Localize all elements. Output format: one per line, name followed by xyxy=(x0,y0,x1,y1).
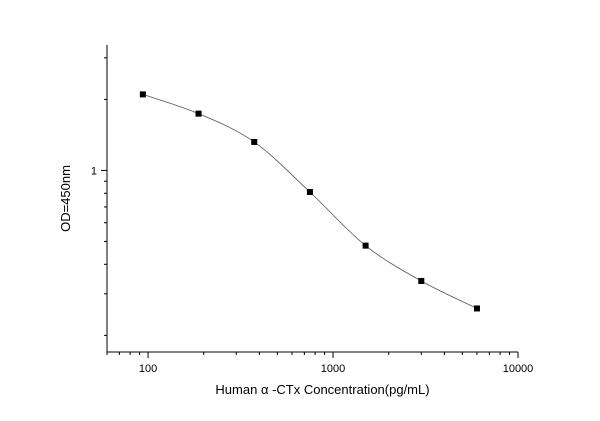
x-axis-tick-labels: 100 1000 10000 xyxy=(139,363,533,375)
data-point xyxy=(362,242,369,249)
x-axis-ticks xyxy=(106,352,519,358)
x-tick-label: 1000 xyxy=(321,363,345,375)
x-axis-title: Human α -CTx Concentration(pg/mL) xyxy=(215,382,429,397)
data-point xyxy=(195,110,202,117)
data-points xyxy=(139,91,480,312)
data-point xyxy=(473,305,480,312)
data-point xyxy=(251,138,258,145)
y-axis-tick-labels: 1 xyxy=(91,165,97,177)
data-point xyxy=(306,189,313,196)
x-tick-label: 10000 xyxy=(503,363,534,375)
fit-curve xyxy=(142,94,478,309)
data-point xyxy=(418,277,425,284)
y-axis-ticks xyxy=(101,57,107,336)
x-tick-label: 100 xyxy=(139,363,157,375)
y-axis-title: OD=450nm xyxy=(58,165,73,232)
data-point xyxy=(139,91,146,98)
y-tick-label: 1 xyxy=(91,165,97,177)
